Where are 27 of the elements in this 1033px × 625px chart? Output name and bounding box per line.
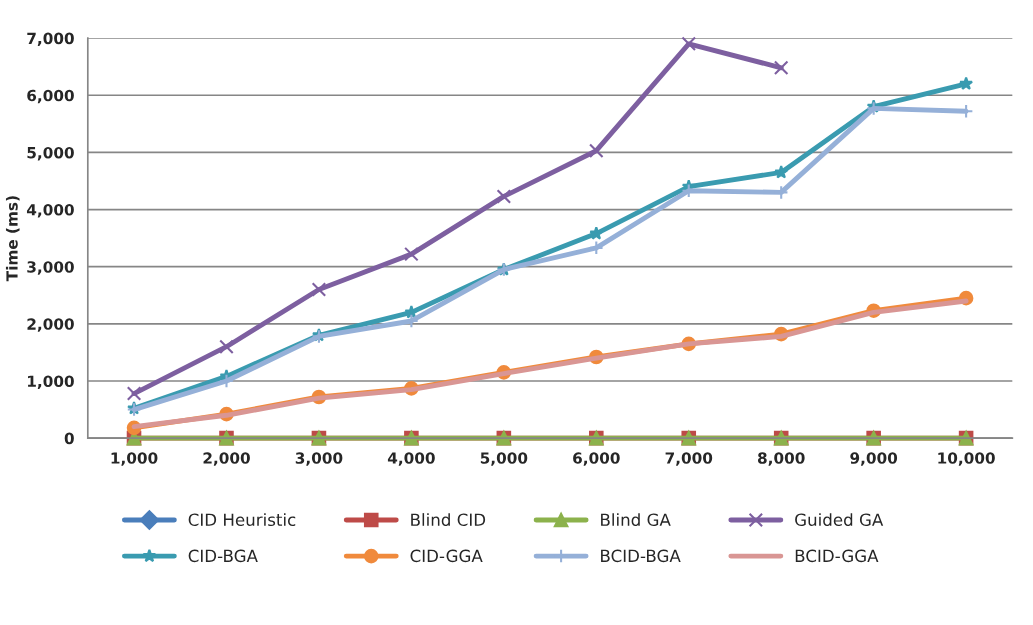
y-tick-label: 3,000 — [27, 261, 74, 275]
x-tick-label: 3,000 — [295, 452, 343, 466]
legend-label: Guided GA — [795, 513, 884, 527]
legend-label: CID-GGA — [410, 549, 483, 563]
legend-label: Blind GA — [601, 513, 671, 527]
x-tick-label: 10,000 — [938, 452, 995, 466]
y-tick-label: 7,000 — [27, 32, 74, 47]
x-tick-label: 1,000 — [111, 452, 158, 466]
y-tick-label: 2,000 — [27, 318, 74, 332]
y-tick-label: 6,000 — [27, 89, 74, 104]
y-tick-label: 1,000 — [28, 375, 74, 389]
x-tick-label: 4,000 — [387, 452, 435, 466]
legend-label: CID Heuristic — [188, 513, 296, 527]
x-tick-label: 2,000 — [203, 452, 250, 466]
x-tick-label: 8,000 — [757, 452, 805, 466]
legend-label: CID-BGA — [188, 549, 258, 563]
legend-label: BCID-BGA — [601, 549, 681, 563]
x-tick-label: 7,000 — [665, 452, 713, 466]
legend-label: Blind CID — [411, 513, 486, 527]
y-tick-label: 4,000 — [26, 204, 74, 218]
legend-label: BCID-GGA — [795, 549, 879, 563]
y-axis-title: Time (ms) — [5, 196, 20, 282]
y-tick-label: 0 — [64, 432, 74, 445]
x-tick-label: 6,000 — [573, 452, 620, 466]
x-tick-label: 5,000 — [480, 452, 528, 466]
y-tick-label: 5,000 — [27, 146, 74, 161]
x-tick-label: 9,000 — [850, 452, 898, 466]
